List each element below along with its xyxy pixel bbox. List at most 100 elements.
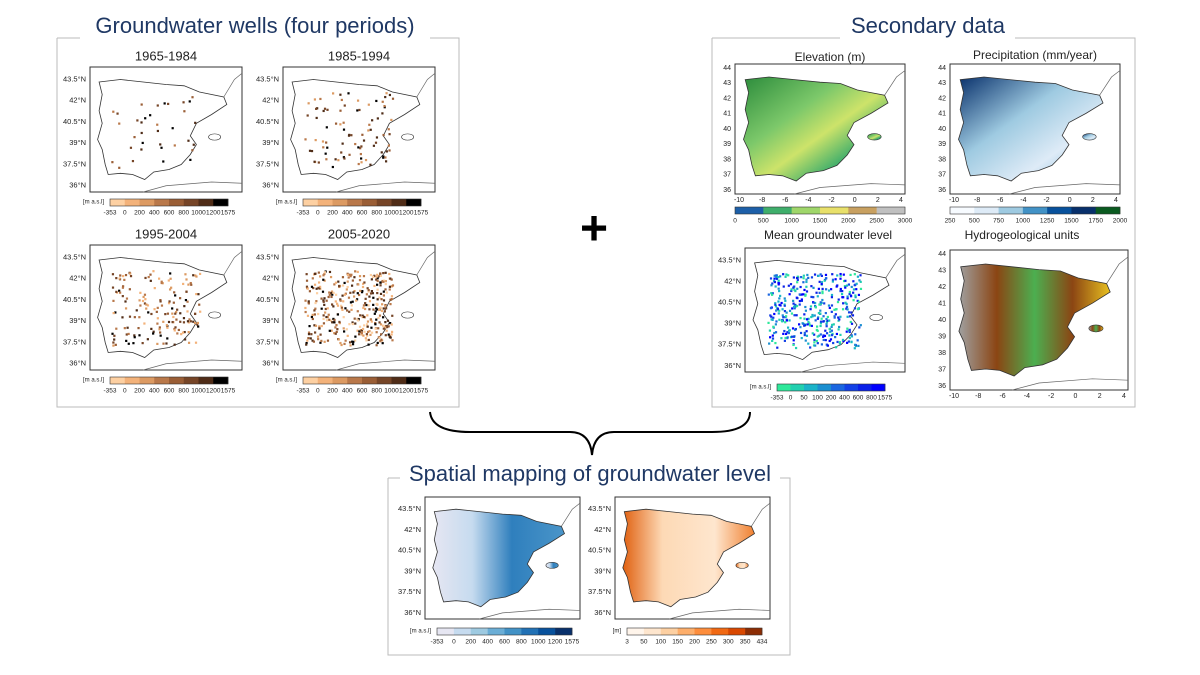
- well-dot: [815, 291, 818, 294]
- well-dot: [118, 289, 121, 292]
- well-dot: [337, 159, 340, 162]
- colorbar-unit: [m a.s.l]: [83, 378, 104, 384]
- well-dot: [780, 301, 783, 305]
- well-dot: [790, 289, 793, 293]
- well-dot: [341, 294, 344, 297]
- well-dot: [837, 316, 840, 319]
- well-dot: [845, 305, 849, 308]
- well-dot: [140, 121, 143, 124]
- colorbar-segment: [745, 628, 763, 635]
- well-dot: [369, 273, 372, 277]
- well-dot: [849, 294, 853, 297]
- well-dot: [856, 339, 859, 342]
- well-dot: [809, 346, 812, 349]
- colorbar-tick: -353: [103, 210, 116, 217]
- well-dot: [319, 285, 322, 288]
- well-dot: [162, 160, 165, 163]
- colorbar-tick: 800: [516, 639, 527, 646]
- well-dot: [310, 333, 313, 336]
- well-dot: [313, 160, 316, 163]
- well-dot: [839, 272, 842, 276]
- well-dot: [306, 114, 309, 117]
- well-dot: [377, 275, 380, 278]
- well-dot: [830, 304, 834, 307]
- well-dot: [343, 281, 346, 285]
- well-dot: [180, 333, 183, 336]
- well-dot: [133, 336, 136, 339]
- colorbar-frame: [302, 198, 422, 207]
- coastline: [143, 72, 243, 193]
- well-dot: [356, 329, 359, 332]
- well-dot: [830, 288, 833, 291]
- well-dot: [835, 332, 839, 336]
- well-dot: [784, 332, 788, 336]
- well-dot: [368, 300, 372, 303]
- well-dot: [377, 336, 380, 339]
- lat-label: 43.5°N: [63, 252, 86, 261]
- well-dot: [364, 302, 367, 305]
- colorbar-segment: [376, 377, 392, 384]
- well-dot: [196, 323, 199, 326]
- well-dot: [328, 318, 331, 321]
- well-dot: [379, 272, 382, 275]
- well-dot: [176, 308, 179, 311]
- well-dot: [340, 343, 343, 347]
- well-dot: [822, 335, 825, 338]
- iberia: [432, 508, 566, 608]
- well-dot: [356, 292, 359, 295]
- well-dot: [774, 331, 778, 334]
- well-dot: [806, 323, 809, 326]
- well-dot: [347, 276, 350, 279]
- well-dot: [323, 303, 326, 306]
- well-dot: [316, 335, 320, 338]
- well-dot: [320, 307, 323, 310]
- well-dot: [795, 304, 799, 308]
- well-dot: [315, 116, 318, 120]
- colorbar-segment: [791, 207, 821, 214]
- well-dot: [808, 324, 812, 327]
- x-label: -4: [805, 197, 811, 204]
- well-dot: [778, 309, 781, 312]
- well-dot: [825, 325, 828, 328]
- well-dot: [187, 341, 191, 344]
- lat-label: 39°N: [404, 566, 421, 575]
- well-dot: [786, 336, 789, 339]
- well-dot: [375, 278, 378, 281]
- well-dot: [783, 339, 786, 342]
- well-dot: [841, 308, 845, 311]
- well-dot: [171, 312, 174, 315]
- well-dot: [855, 288, 858, 291]
- well-dot: [859, 274, 862, 277]
- well-dot: [776, 346, 779, 349]
- well-dot: [854, 296, 857, 299]
- colorbar-segment: [777, 384, 791, 391]
- x-label: -4: [1020, 197, 1026, 204]
- well-dot: [317, 286, 320, 289]
- well-dot: [125, 339, 128, 342]
- well-dot: [771, 293, 774, 296]
- well-dot: [830, 329, 833, 332]
- well-dot: [814, 301, 817, 305]
- well-dot: [313, 313, 316, 316]
- mapping-frame: [387, 477, 791, 656]
- well-dot: [326, 146, 329, 149]
- well-dot: [816, 335, 819, 338]
- well-dot: [773, 277, 776, 280]
- well-dot: [336, 328, 339, 331]
- colorbar-segment: [790, 384, 805, 391]
- well-dot: [314, 138, 317, 142]
- colorbar-tick: 500: [969, 218, 980, 225]
- well-dot: [388, 288, 391, 291]
- well-dot: [322, 314, 325, 317]
- lat-label: 40.5°N: [63, 295, 86, 304]
- well-dot: [385, 329, 388, 332]
- well-dot: [804, 305, 807, 309]
- well-dot: [850, 322, 854, 325]
- well-dot: [335, 302, 339, 305]
- well-dot: [855, 282, 858, 285]
- y-label: 40: [723, 126, 731, 133]
- well-dot: [800, 299, 804, 302]
- well-dot: [390, 333, 393, 336]
- well-dot: [777, 287, 780, 290]
